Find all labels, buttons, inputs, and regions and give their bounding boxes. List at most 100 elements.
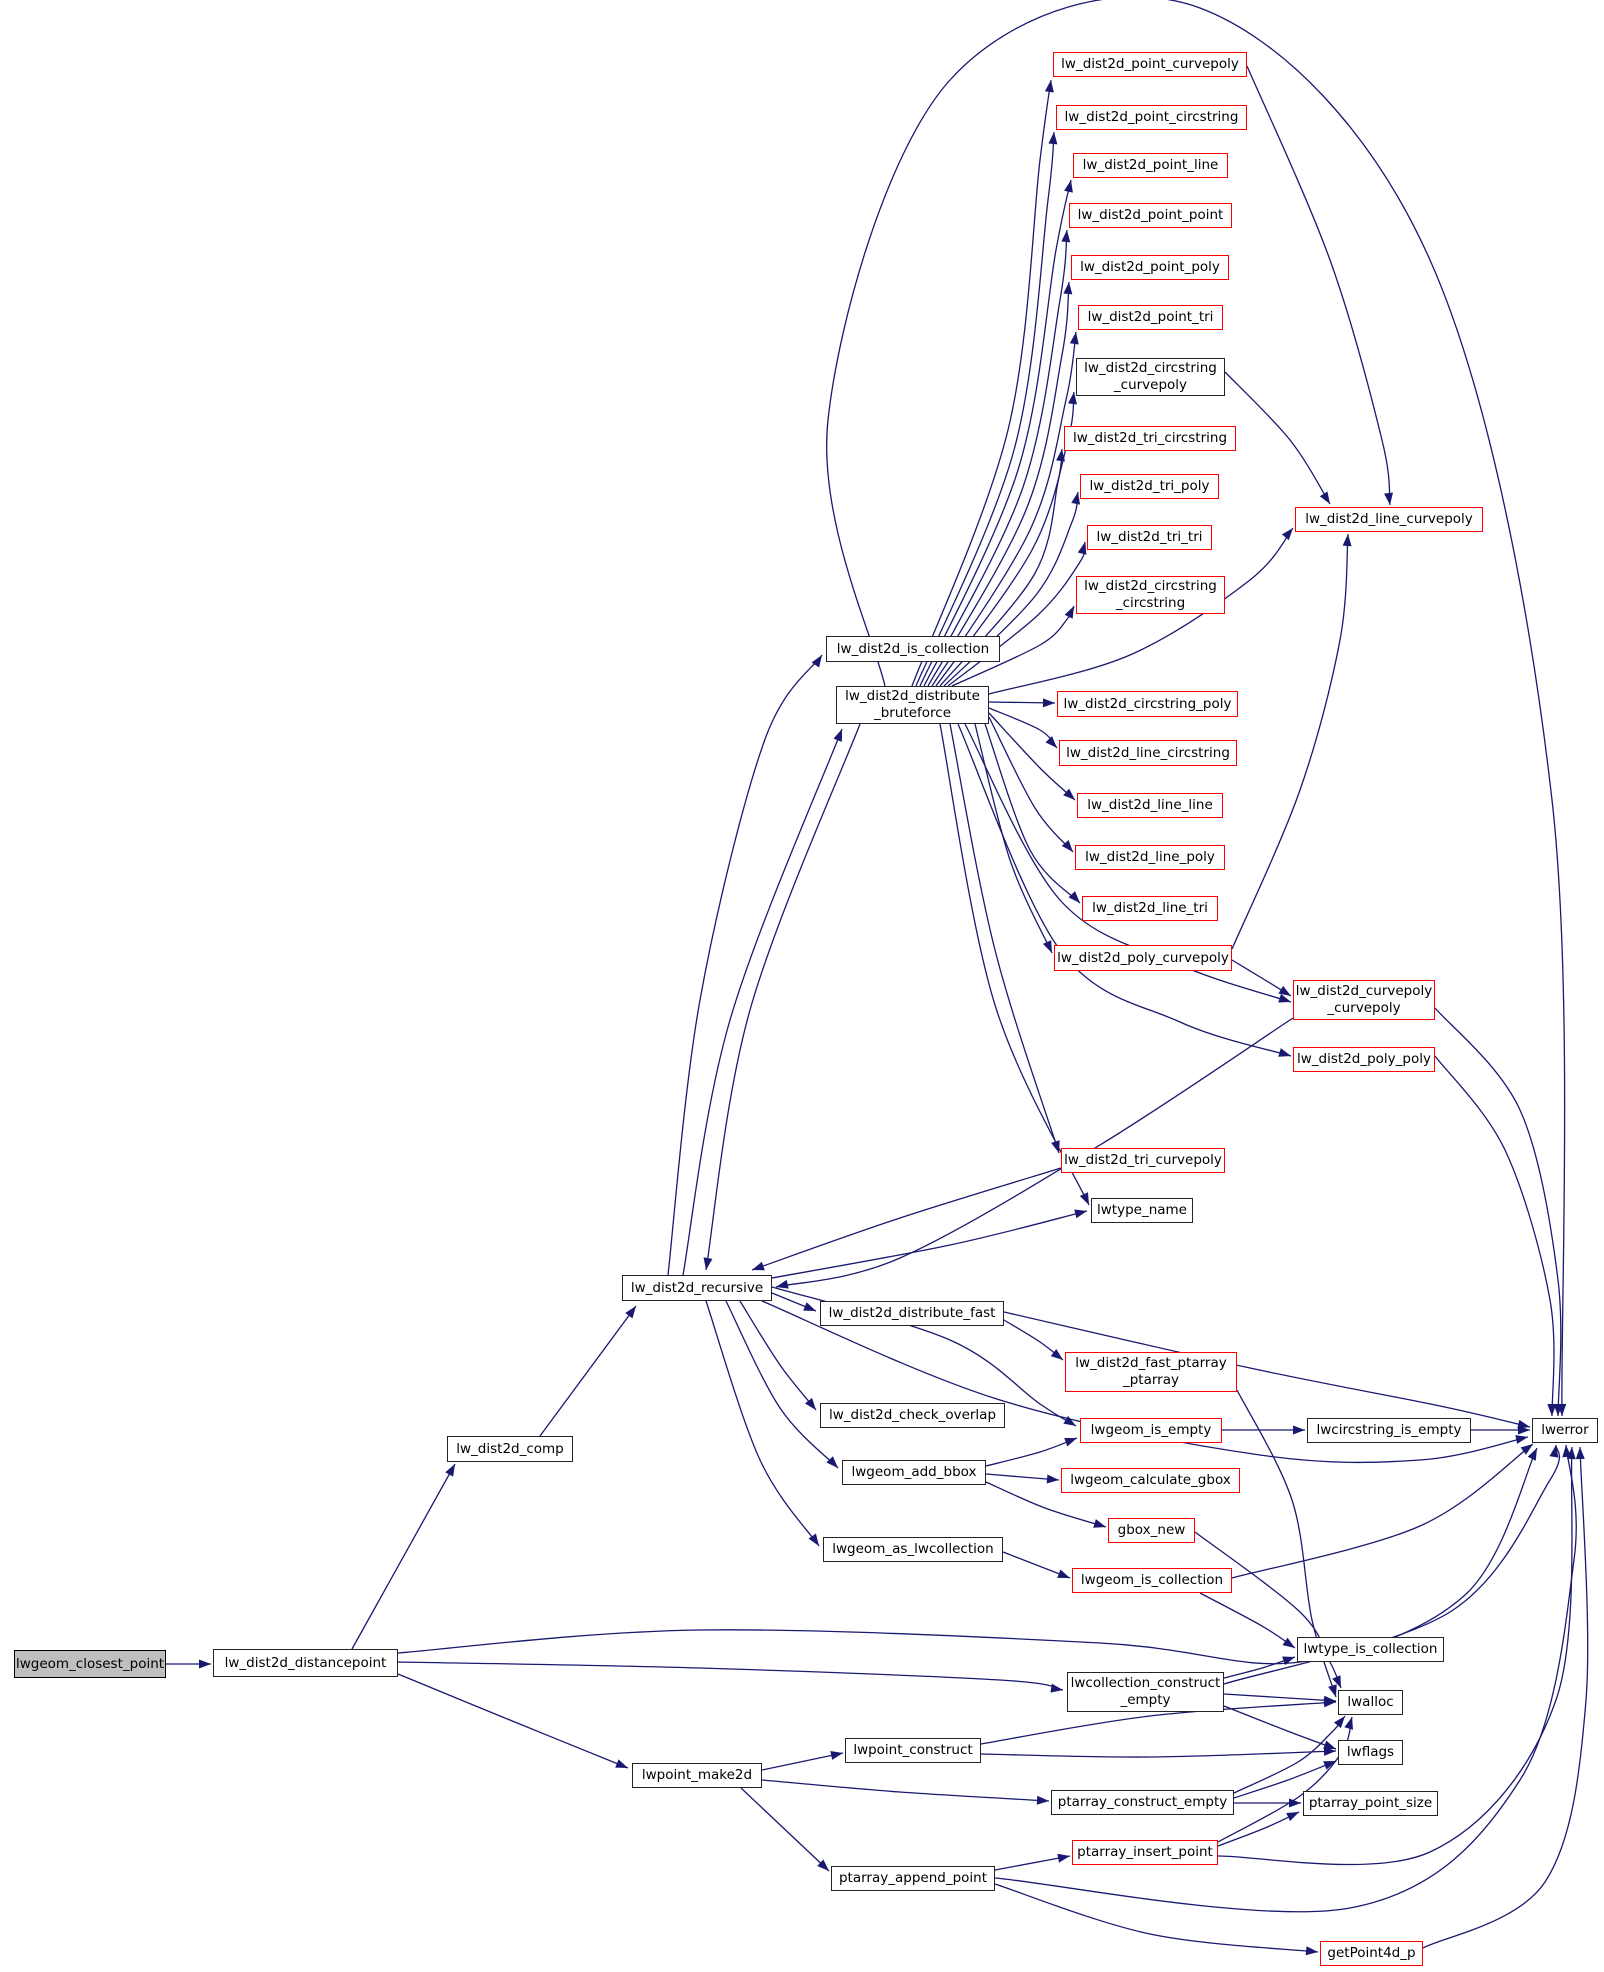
node-line_tri[interactable]: lw_dist2d_line_tri xyxy=(1082,896,1218,921)
arrowhead-bruteforce-to-circstring_circstring xyxy=(1064,606,1074,619)
arrowhead-bruteforce-to-circstring_poly xyxy=(1042,698,1055,708)
arrowhead-bruteforce-to-line_curvepoly xyxy=(1281,528,1293,541)
node-tri_poly[interactable]: lw_dist2d_tri_poly xyxy=(1080,474,1219,499)
node-recursive[interactable]: lw_dist2d_recursive xyxy=(622,1275,772,1301)
node-poly_poly[interactable]: lw_dist2d_poly_poly xyxy=(1293,1047,1435,1072)
edge-bruteforce-to-curvepoly_curvepoly xyxy=(964,723,1292,1003)
arrowhead-bruteforce-to-lwtype_name xyxy=(1079,1192,1089,1205)
node-point_circstring[interactable]: lw_dist2d_point_circstring xyxy=(1056,105,1247,130)
node-check_overlap[interactable]: lw_dist2d_check_overlap xyxy=(820,1403,1005,1428)
node-insert_point[interactable]: ptarray_insert_point xyxy=(1072,1840,1218,1865)
node-calculate_gbox[interactable]: lwgeom_calculate_gbox xyxy=(1061,1468,1240,1493)
arrowhead-append_point-to-insert_point xyxy=(1057,1853,1070,1863)
node-gbox_new[interactable]: gbox_new xyxy=(1108,1518,1195,1543)
node-distribute_fast[interactable]: lw_dist2d_distribute_fast xyxy=(820,1301,1004,1326)
node-tri_curvepoly[interactable]: lw_dist2d_tri_curvepoly xyxy=(1061,1148,1225,1173)
node-lwflags[interactable]: lwflags xyxy=(1338,1740,1403,1765)
edge-point_curvepoly-to-line_curvepoly xyxy=(1246,65,1391,506)
arrowhead-poly_curvepoly-to-line_curvepoly xyxy=(1342,534,1352,547)
node-is_collection[interactable]: lw_dist2d_is_collection xyxy=(826,636,1000,662)
node-circstring_curvepoly[interactable]: lw_dist2d_circstring _curvepoly xyxy=(1076,358,1225,396)
node-line_circstring[interactable]: lw_dist2d_line_circstring xyxy=(1059,740,1237,766)
node-line_poly[interactable]: lw_dist2d_line_poly xyxy=(1075,845,1225,870)
edge-is_collection2-to-lwtype_is_collection xyxy=(1199,1592,1296,1649)
node-line_line[interactable]: lw_dist2d_line_line xyxy=(1077,793,1223,818)
node-construct_empty[interactable]: lwcollection_construct _empty xyxy=(1067,1672,1224,1712)
node-point_point[interactable]: lw_dist2d_point_point xyxy=(1069,203,1232,228)
edge-insert_point-to-ptarray_point_size xyxy=(1217,1811,1300,1847)
node-lwtype_is_collection[interactable]: lwtype_is_collection xyxy=(1297,1637,1444,1662)
node-lwerror[interactable]: lwerror xyxy=(1532,1418,1598,1443)
node-curvepoly_curvepoly[interactable]: lw_dist2d_curvepoly _curvepoly xyxy=(1293,980,1435,1020)
edge-insert_point-to-lwalloc xyxy=(1217,1716,1353,1843)
arrowhead-bruteforce-to-point_point xyxy=(1061,230,1071,243)
node-lwalloc[interactable]: lwalloc xyxy=(1338,1690,1403,1715)
node-point_line[interactable]: lw_dist2d_point_line xyxy=(1073,153,1228,178)
arrowhead-comp-to-recursive xyxy=(625,1306,636,1319)
node-point_curvepoly[interactable]: lw_dist2d_point_curvepoly xyxy=(1053,52,1247,77)
node-point_tri[interactable]: lw_dist2d_point_tri xyxy=(1078,305,1223,330)
edge-insert_point-to-lwerror xyxy=(1217,1446,1573,1866)
edge-poly_curvepoly-to-line_curvepoly xyxy=(1231,533,1349,950)
edge-construct_empty-to-lwalloc xyxy=(1223,1693,1337,1702)
arrowhead-recursive-to-is_empty xyxy=(1063,1415,1076,1426)
arrowhead-bruteforce-to-curvepoly_curvepoly xyxy=(1278,993,1291,1003)
edge-bruteforce-to-point_tri xyxy=(931,331,1077,687)
edge-add_bbox-to-is_empty xyxy=(985,1437,1078,1467)
node-comp[interactable]: lw_dist2d_comp xyxy=(447,1436,573,1462)
node-getPoint4d_p[interactable]: getPoint4d_p xyxy=(1320,1941,1423,1966)
node-poly_curvepoly[interactable]: lw_dist2d_poly_curvepoly xyxy=(1054,945,1232,971)
edge-make2d-to-lwpoint_construct xyxy=(761,1752,844,1771)
arrowhead-getPoint4d_p-to-lwerror xyxy=(1575,1447,1585,1460)
node-circstring_circstring[interactable]: lw_dist2d_circstring _circstring xyxy=(1076,576,1225,614)
node-tri_circstring[interactable]: lw_dist2d_tri_circstring xyxy=(1064,426,1236,451)
edge-bruteforce-to-point_poly xyxy=(927,281,1070,687)
arrowhead-recursive-to-bruteforce xyxy=(833,729,842,742)
arrowhead-bruteforce-to-poly_poly xyxy=(1278,1048,1291,1057)
node-point_poly[interactable]: lw_dist2d_point_poly xyxy=(1071,255,1229,280)
node-lwtype_name[interactable]: lwtype_name xyxy=(1091,1198,1193,1223)
node-is_collection2[interactable]: lwgeom_is_collection xyxy=(1072,1568,1232,1593)
node-closest_point: lwgeom_closest_point xyxy=(14,1650,166,1678)
node-make2d[interactable]: lwpoint_make2d xyxy=(632,1763,762,1788)
edge-append_point-to-getPoint4d_p xyxy=(994,1883,1319,1953)
edge-circstring_curvepoly-to-line_curvepoly xyxy=(1224,371,1331,505)
node-fast_ptarray[interactable]: lw_dist2d_fast_ptarray _ptarray xyxy=(1065,1352,1237,1392)
node-circstring_is_empty[interactable]: lwcircstring_is_empty xyxy=(1307,1418,1471,1443)
arrowhead-gbox_new-to-lwalloc xyxy=(1332,1675,1341,1688)
arrowhead-make2d-to-ptarray_construct_empty xyxy=(1036,1795,1049,1805)
arrowhead-is_empty-to-circstring_is_empty xyxy=(1293,1425,1305,1435)
arrowhead-bruteforce-to-tri_curvepoly xyxy=(1051,1140,1060,1153)
arrowhead-add_bbox-to-calculate_gbox xyxy=(1046,1474,1059,1484)
arrowhead-lwpoint_construct-to-lwalloc xyxy=(1323,1698,1336,1708)
edge-recursive-to-check_overlap xyxy=(739,1300,817,1411)
arrowhead-construct_empty-to-lwerror xyxy=(1549,1445,1559,1458)
arrowhead-insert_point-to-lwerror xyxy=(1566,1447,1576,1460)
node-lwpoint_construct[interactable]: lwpoint_construct xyxy=(845,1738,981,1763)
node-append_point[interactable]: ptarray_append_point xyxy=(831,1866,995,1891)
edge-comp-to-recursive xyxy=(539,1305,637,1437)
edge-construct_empty-to-lwflags xyxy=(1223,1705,1337,1750)
arrowhead-make2d-to-append_point xyxy=(817,1859,829,1871)
node-tri_tri[interactable]: lw_dist2d_tri_tri xyxy=(1087,525,1212,550)
edge-gbox_new-to-lwalloc xyxy=(1194,1531,1342,1689)
node-bruteforce[interactable]: lw_dist2d_distribute _bruteforce xyxy=(836,686,989,724)
edge-poly_poly-to-lwerror xyxy=(1434,1055,1555,1417)
arrowhead-insert_point-to-ptarray_point_size xyxy=(1286,1812,1299,1822)
node-is_empty[interactable]: lwgeom_is_empty xyxy=(1080,1418,1222,1443)
edge-bruteforce-to-point_point xyxy=(923,229,1068,687)
node-as_lwcollection[interactable]: lwgeom_as_lwcollection xyxy=(823,1537,1003,1562)
node-add_bbox[interactable]: lwgeom_add_bbox xyxy=(842,1460,986,1485)
node-ptarray_point_size[interactable]: ptarray_point_size xyxy=(1303,1791,1438,1816)
node-ptarray_construct_empty[interactable]: ptarray_construct_empty xyxy=(1051,1790,1234,1815)
edge-bruteforce-to-point_curvepoly xyxy=(911,79,1052,687)
arrowhead-distribute_fast-to-fast_ptarray xyxy=(1050,1349,1063,1360)
node-circstring_poly[interactable]: lw_dist2d_circstring_poly xyxy=(1057,691,1238,717)
node-distancepoint[interactable]: lw_dist2d_distancepoint xyxy=(213,1649,398,1677)
node-line_curvepoly[interactable]: lw_dist2d_line_curvepoly xyxy=(1295,507,1483,532)
edge-bruteforce-to-tri_tri xyxy=(947,541,1086,687)
arrowhead-distancepoint-to-comp xyxy=(445,1464,455,1477)
edge-add_bbox-to-calculate_gbox xyxy=(985,1473,1060,1481)
edge-bruteforce-to-line_curvepoly xyxy=(988,527,1294,695)
